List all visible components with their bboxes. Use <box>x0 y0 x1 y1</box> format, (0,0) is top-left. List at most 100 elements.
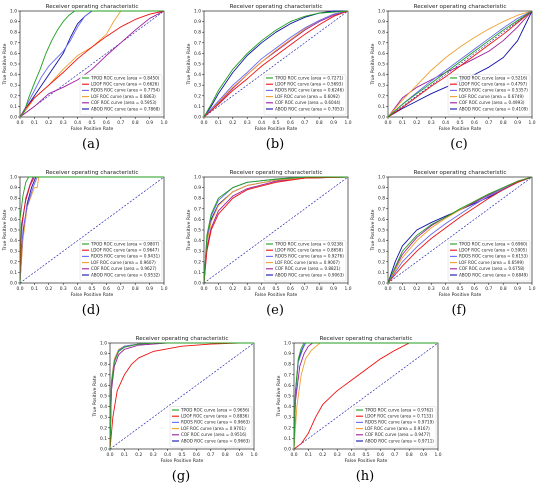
chance-diagonal <box>19 10 165 118</box>
x-tick-label: 0.7 <box>391 452 398 458</box>
chart-title: Receiver operating characteristic <box>46 4 139 10</box>
roc-curve-cof <box>203 10 349 118</box>
roc-curve-ldof <box>203 176 349 284</box>
y-tick-label: 0.9 <box>378 185 385 191</box>
y-tick-label: 0.2 <box>10 259 17 265</box>
x-tick-label: 0.7 <box>117 286 124 292</box>
roc-curve-tpod <box>19 10 164 118</box>
y-tick-label: 0.7 <box>10 40 17 46</box>
x-tick-label: 0.0 <box>17 286 24 292</box>
y-tick-label: 1.0 <box>10 175 17 181</box>
y-tick-label: 0.0 <box>194 115 201 121</box>
legend-label: TPOD ROC curve (area = 0.9656) <box>180 407 250 412</box>
x-axis-label: False Positive Rate <box>71 126 114 132</box>
y-tick-label: 0.8 <box>284 362 291 368</box>
y-tick-label: 0.8 <box>378 196 385 202</box>
legend-box <box>447 74 531 116</box>
roc-panel-a: Receiver operating characteristic 0.0 0.0 0… <box>0 0 182 160</box>
y-tick-label: 0.1 <box>10 270 17 276</box>
legend-box <box>79 240 163 282</box>
panel-caption-a: (a) <box>82 137 100 152</box>
roc-curve-tpod <box>19 176 164 283</box>
x-tick-label: 0.6 <box>193 452 200 458</box>
roc-panel-b: Receiver operating characteristic 0.0 0.0 0… <box>184 0 366 160</box>
y-tick-label: 0.1 <box>284 436 291 442</box>
legend-label: COF ROC curve (area = 0.9627) <box>91 266 157 271</box>
x-tick-label: 0.0 <box>201 286 208 292</box>
y-tick-label: 0.9 <box>10 185 17 191</box>
panel-caption-e: (e) <box>266 303 284 318</box>
x-tick-label: 0.9 <box>146 120 153 126</box>
y-tick-label: 0.2 <box>378 259 385 265</box>
y-tick-label: 0.4 <box>100 404 107 410</box>
legend-label: ABOD ROC curve (area = 0.7868) <box>91 106 160 111</box>
y-axis-label: True Positive Rate <box>2 209 8 251</box>
x-tick-label: 0.9 <box>236 452 243 458</box>
legend-label: COF ROC curve (area = 0.9516) <box>181 432 247 437</box>
chart-title: Receiver operating characteristic <box>320 336 413 342</box>
y-tick-label: 0.1 <box>100 436 107 442</box>
y-tick-label: 0.9 <box>284 351 291 357</box>
y-tick-label: 0.4 <box>10 72 17 78</box>
x-tick-label: 0.3 <box>244 286 251 292</box>
y-tick-label: 0.1 <box>378 270 385 276</box>
legend-label: TPOD ROC curve (area = 0.7271) <box>274 75 344 80</box>
y-tick-label: 0.4 <box>378 238 385 244</box>
y-tick-label: 0.2 <box>194 93 201 99</box>
legend-label: LDOF ROC curve (area = 0.5905) <box>459 248 527 253</box>
x-tick-label: 0.8 <box>500 120 507 126</box>
x-tick-label: 0.3 <box>60 120 67 126</box>
x-tick-label: 0.2 <box>45 286 52 292</box>
x-tick-label: 0.5 <box>273 120 280 126</box>
chance-diagonal <box>109 342 255 450</box>
y-tick-label: 0.1 <box>194 104 201 110</box>
x-tick-label: 0.2 <box>413 120 420 126</box>
legend-label: ABOD ROC curve (area = 0.7053) <box>275 106 344 111</box>
legend-label: RDOS ROC curve (area = 0.9663) <box>181 420 250 425</box>
x-tick-label: 0.0 <box>107 452 114 458</box>
x-tick-label: 0.7 <box>301 286 308 292</box>
x-tick-label: 0.2 <box>229 286 236 292</box>
roc-chart-d: Receiver operating characteristic 0.00.0 0… <box>2 170 168 298</box>
roc-curve-rdos <box>387 176 533 284</box>
x-tick-label: 0.4 <box>258 120 265 126</box>
chance-diagonal <box>387 10 533 118</box>
x-tick-label: 1.0 <box>435 452 442 458</box>
y-tick-label: 0.9 <box>194 185 201 191</box>
x-tick-label: 0.6 <box>103 286 110 292</box>
x-tick-label: 0.1 <box>121 452 128 458</box>
y-tick-label: 0.0 <box>284 447 291 453</box>
x-tick-label: 0.1 <box>31 120 38 126</box>
x-tick-label: 0.4 <box>442 120 449 126</box>
y-tick-label: 0.5 <box>10 228 17 234</box>
x-axis-label: False Positive Rate <box>255 292 298 298</box>
y-tick-label: 0.5 <box>378 228 385 234</box>
x-tick-label: 0.8 <box>132 120 139 126</box>
y-tick-label: 0.4 <box>10 238 17 244</box>
legend-label: LOF ROC curve (area = 0.9167) <box>365 426 430 431</box>
roc-curve-ldof <box>387 176 533 284</box>
legend-label: TPOD ROC curve (area = 0.5216) <box>458 75 528 80</box>
x-tick-label: 0.7 <box>485 120 492 126</box>
panel-caption-g: (g) <box>171 469 191 484</box>
y-tick-label: 0.9 <box>194 19 201 25</box>
roc-panel-g: Receiver operating characteristic 0.0 0.0 0… <box>90 332 272 492</box>
legend-label: COF ROC curve (area = 0.6044) <box>275 100 341 105</box>
legend-label: LDOF ROC curve (area = 0.9647) <box>91 248 159 253</box>
x-tick-label: 0.1 <box>31 286 38 292</box>
y-tick-label: 0.8 <box>10 30 17 36</box>
x-axis-label: False Positive Rate <box>439 292 482 298</box>
legend-label: LOF ROC curve (area = 0.9007) <box>275 260 340 265</box>
roc-chart-h: Receiver operating characteristic 0.00.0 0… <box>276 336 442 464</box>
x-tick-label: 0.0 <box>17 120 24 126</box>
x-tick-label: 0.9 <box>330 286 337 292</box>
panel-caption-c: (c) <box>450 137 468 152</box>
x-tick-label: 0.1 <box>215 120 222 126</box>
chance-diagonal <box>203 176 349 284</box>
legend-label: RDOS ROC curve (area = 0.6153) <box>459 254 528 259</box>
y-tick-label: 0.3 <box>100 415 107 421</box>
x-tick-label: 0.7 <box>117 120 124 126</box>
roc-curve-rdos <box>387 10 533 118</box>
y-tick-label: 0.0 <box>194 281 201 287</box>
roc-chart-a: Receiver operating characteristic 0.00.0 0… <box>2 4 168 132</box>
